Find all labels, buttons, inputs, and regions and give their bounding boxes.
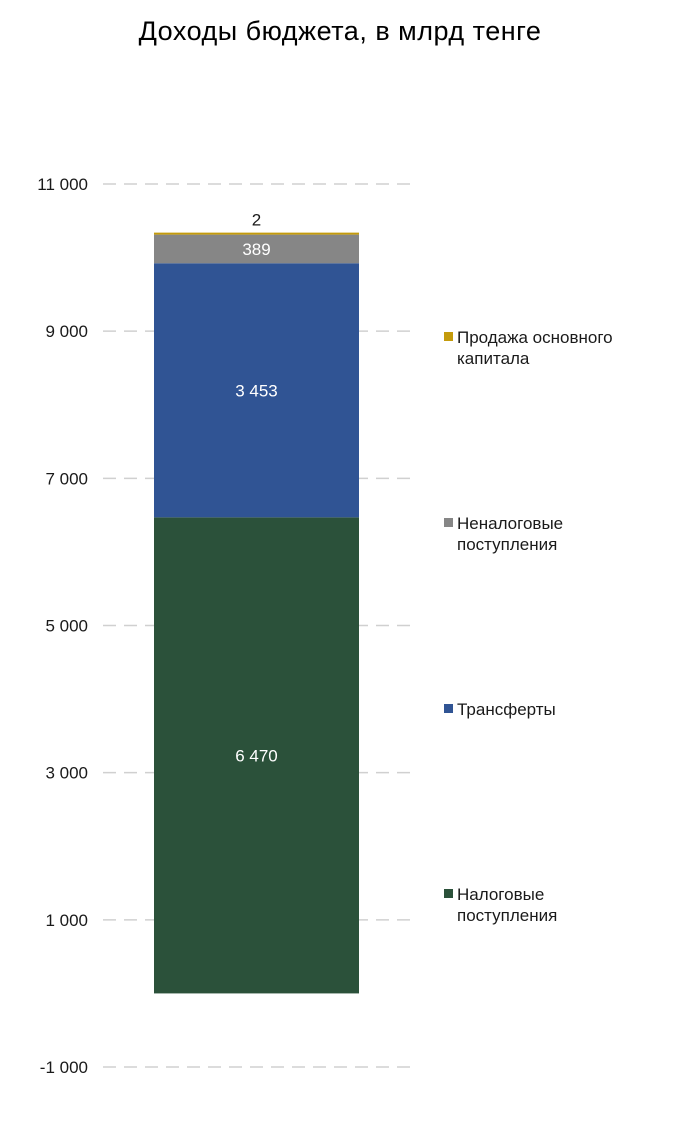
data-label: 2	[252, 210, 261, 229]
data-label: 3 453	[235, 381, 278, 400]
bar-segment	[154, 263, 359, 518]
bar-segment	[154, 234, 359, 264]
y-tick-label: 1 000	[45, 911, 88, 930]
chart-title: Доходы бюджета, в млрд тенге	[139, 16, 542, 46]
legend-swatch	[444, 889, 453, 898]
y-tick-label: -1 000	[40, 1058, 88, 1077]
legend-label: Неналоговые	[457, 514, 563, 533]
legend-label: поступления	[457, 535, 557, 554]
legend-label: Продажа основного	[457, 328, 613, 347]
legend-label: Налоговые	[457, 885, 544, 904]
legend-swatch	[444, 332, 453, 341]
legend-label: капитала	[457, 349, 530, 368]
y-tick-label: 9 000	[45, 322, 88, 341]
y-tick-label: 5 000	[45, 617, 88, 636]
data-labels: 6 470 3 453 389 2	[235, 210, 278, 765]
bar-stack	[154, 232, 359, 994]
data-label: 6 470	[235, 746, 278, 765]
legend-swatch	[444, 518, 453, 527]
legend-swatch	[444, 704, 453, 713]
legend-label: Трансферты	[457, 700, 556, 719]
y-tick-label: 3 000	[45, 764, 88, 783]
bar-segment	[154, 517, 359, 994]
y-tick-label: 11 000	[37, 175, 88, 194]
legend: Продажа основного капитала Неналоговые пост…	[444, 328, 613, 925]
y-tick-label: 7 000	[45, 469, 88, 488]
data-label: 389	[242, 240, 270, 259]
bar-segment	[154, 232, 359, 235]
legend-label: поступления	[457, 906, 557, 925]
